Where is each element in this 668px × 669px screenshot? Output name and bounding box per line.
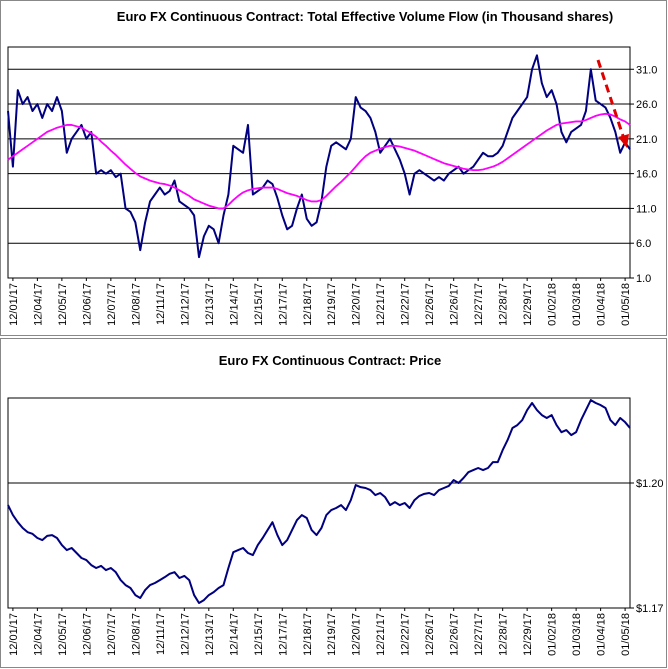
x-tick-label: 12/11/17 [155,613,167,655]
x-tick-label: 12/13/17 [204,613,216,656]
x-tick-label: 12/19/17 [326,283,338,326]
x-tick-label: 12/18/17 [302,283,314,326]
x-tick-label: 12/01/17 [8,613,20,656]
x-tick-label: 12/12/17 [179,613,191,656]
x-tick-label: 01/03/18 [571,283,583,326]
x-tick-label: 12/08/17 [130,613,142,656]
y-tick-label: $1.17 [636,603,664,615]
x-tick-label: 12/29/17 [522,613,534,656]
x-tick-label: 12/26/17 [424,283,436,326]
chart-title: Euro FX Continuous Contract: Total Effec… [117,9,613,24]
y-tick-label: 26.0 [636,99,657,111]
y-tick-label: $1.20 [636,478,664,490]
x-tick-label: 01/05/18 [620,283,632,326]
x-tick-label: 12/07/17 [106,613,118,656]
trend-arrow [596,59,629,148]
x-tick-label: 12/28/17 [498,283,510,326]
charts: Euro FX Continuous Contract: Total Effec… [7,9,664,656]
x-tick-label: 12/13/17 [204,283,216,326]
x-tick-label: 12/18/17 [302,613,314,656]
x-tick-label: 01/03/18 [571,613,583,656]
x-tick-label: 12/21/17 [375,283,387,326]
x-tick-label: 12/17/17 [277,613,289,656]
x-tick-label: 12/12/17 [179,283,191,326]
x-tick-label: 12/22/17 [400,283,412,326]
x-tick-label: 12/27/17 [473,613,485,656]
x-tick-label: 01/05/18 [620,613,632,656]
x-tick-label: 12/04/17 [32,613,44,656]
series-line [7,54,631,259]
x-tick-label: 12/26/17 [424,613,436,656]
y-tick-label: 31.0 [636,64,657,76]
x-tick-label: 12/29/17 [522,283,534,326]
x-tick-label: 12/05/17 [57,613,69,656]
x-tick-label: 12/20/17 [351,283,363,326]
plot-area [7,397,631,609]
chart-title: Euro FX Continuous Contract: Price [219,353,441,368]
x-tick-label: 12/28/17 [498,613,510,656]
y-tick-label: 6.0 [636,238,651,250]
x-tick-label: 12/17/17 [277,283,289,326]
series-line [7,112,631,210]
series-line [7,399,631,604]
x-tick-label: 12/19/17 [326,613,338,656]
x-tick-label: 12/26/17 [449,613,461,656]
arrow-head [618,134,629,148]
x-tick-label: 12/04/17 [32,283,44,326]
x-tick-label: 12/14/17 [228,283,240,326]
arrow-shaft [596,59,625,137]
x-tick-label: 12/20/17 [351,613,363,656]
x-tick-label: 12/27/17 [473,283,485,326]
y-tick-label: 16.0 [636,169,657,181]
y-tick-label: 11.0 [636,203,657,215]
x-tick-label: 01/04/18 [596,283,608,326]
x-tick-label: 01/02/18 [547,283,559,326]
x-tick-label: 12/26/17 [449,283,461,326]
x-tick-label: 01/02/18 [547,613,559,656]
y-tick-label: 21.0 [636,134,657,146]
x-tick-label: 12/21/17 [375,613,387,656]
x-tick-label: 12/05/17 [57,283,69,326]
x-tick-label: 12/06/17 [81,613,93,656]
x-tick-label: 12/15/17 [253,283,265,326]
x-tick-label: 12/08/17 [130,283,142,326]
x-tick-label: 12/22/17 [400,613,412,656]
x-tick-label: 12/07/17 [106,283,118,326]
plot-area [7,46,631,279]
x-tick-label: 12/14/17 [228,613,240,656]
x-tick-label: 12/11/17 [155,283,167,325]
y-tick-label: 1.0 [636,273,651,285]
x-tick-label: 12/15/17 [253,613,265,656]
x-tick-label: 12/01/17 [8,283,20,326]
x-tick-label: 12/06/17 [81,283,93,326]
x-tick-label: 01/04/18 [596,613,608,656]
